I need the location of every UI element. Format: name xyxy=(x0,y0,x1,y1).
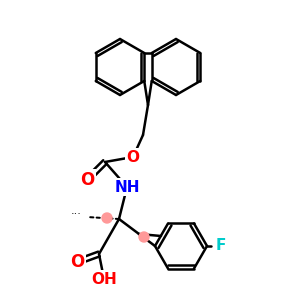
Circle shape xyxy=(139,232,149,242)
Circle shape xyxy=(102,213,112,223)
Text: OH: OH xyxy=(91,272,117,286)
Text: O: O xyxy=(127,149,140,164)
Text: F: F xyxy=(216,238,226,253)
Text: O: O xyxy=(80,171,94,189)
Text: NH: NH xyxy=(114,179,140,194)
Text: ···: ··· xyxy=(71,209,82,219)
Text: O: O xyxy=(70,253,84,271)
